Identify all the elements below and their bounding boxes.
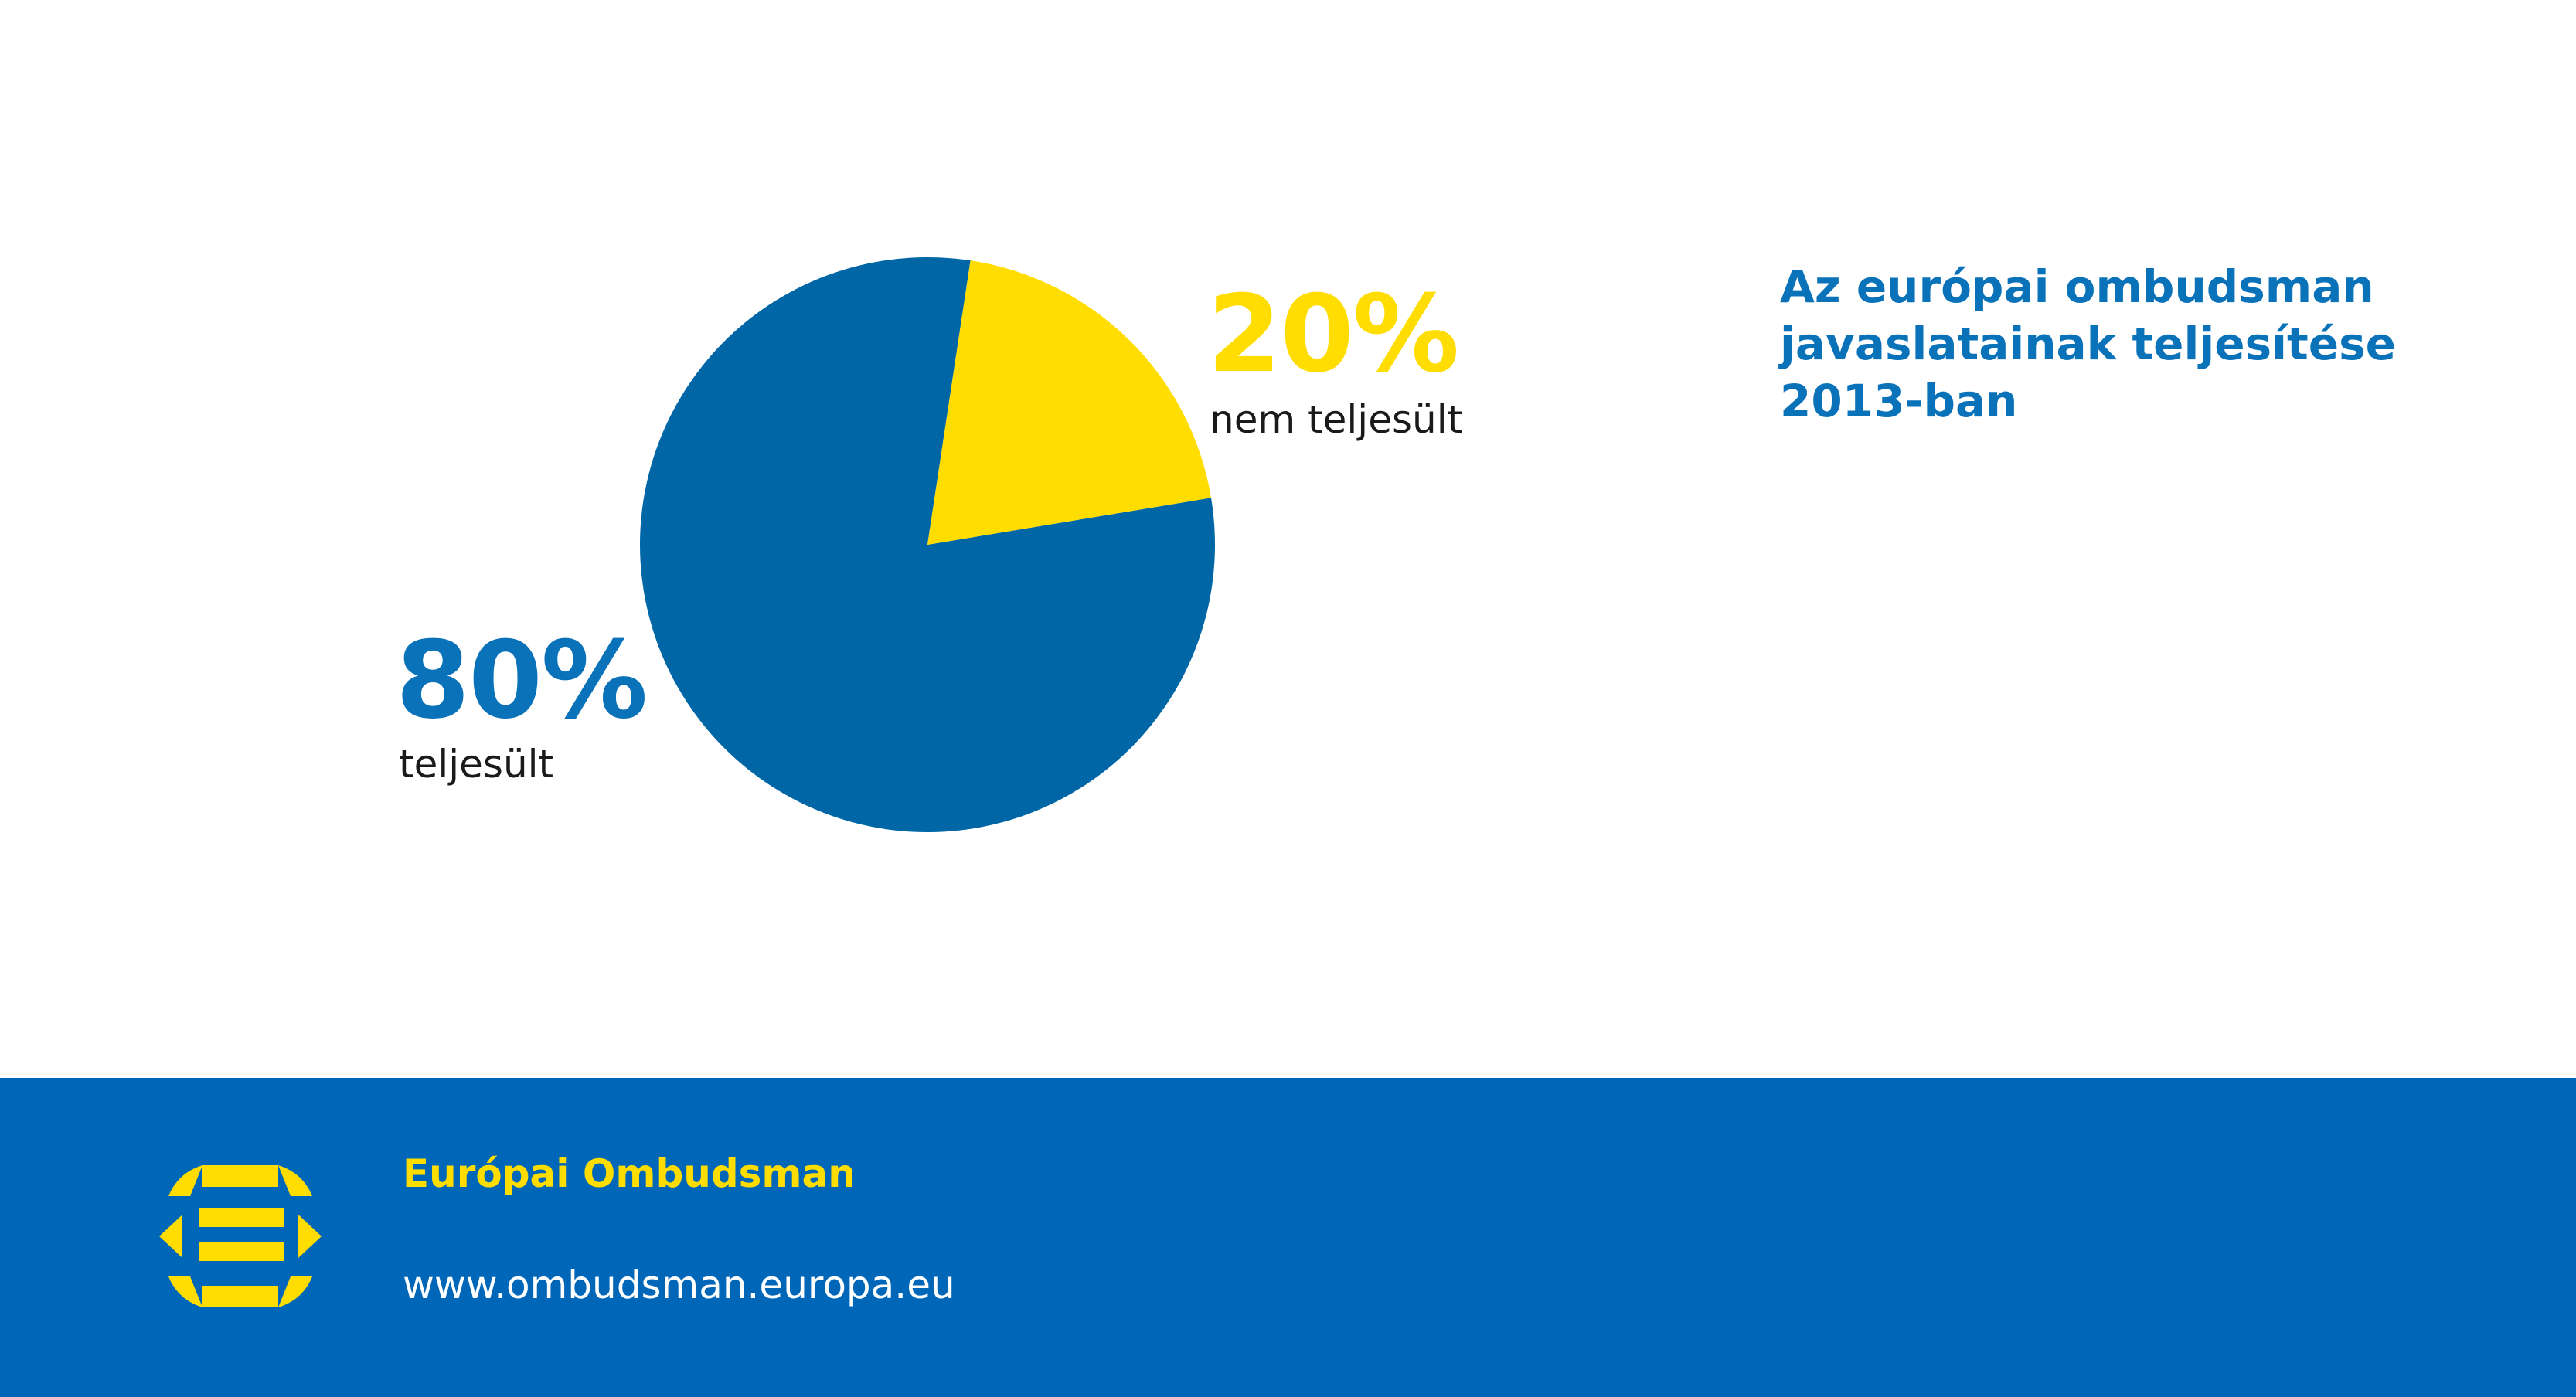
- pie-chart-area: 80% teljesült 20% nem teljesült Az európ…: [396, 257, 2396, 832]
- slice-value-label-nem-teljesult: 20%: [1207, 272, 1459, 396]
- slice-value-label-teljesult: 80%: [396, 618, 648, 743]
- pie-slice-nem-teljesult: [927, 260, 1212, 545]
- slice-category-label-nem-teljesult: nem teljesült: [1210, 397, 1463, 442]
- footer-bar: Európai Ombudsman www.ombudsman.europa.e…: [0, 1078, 2576, 1397]
- chart-title: Az európai ombudsman javaslatainak telje…: [1780, 260, 2396, 427]
- organization-name: Európai Ombudsman: [403, 1151, 856, 1196]
- slice-category-label-teljesult: teljesült: [399, 742, 554, 787]
- pie-chart: [639, 257, 1215, 832]
- website-link[interactable]: www.ombudsman.europa.eu: [403, 1263, 955, 1307]
- european-ombudsman-logo-icon: [159, 1165, 322, 1307]
